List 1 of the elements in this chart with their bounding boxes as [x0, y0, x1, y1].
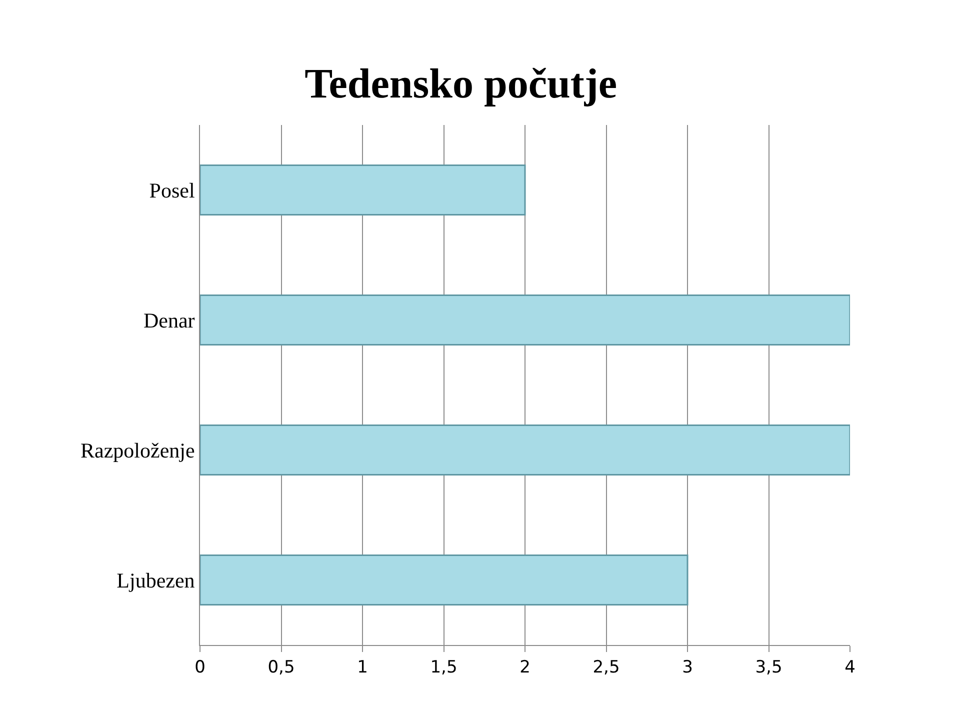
x-tick-label: 4 — [844, 657, 856, 678]
